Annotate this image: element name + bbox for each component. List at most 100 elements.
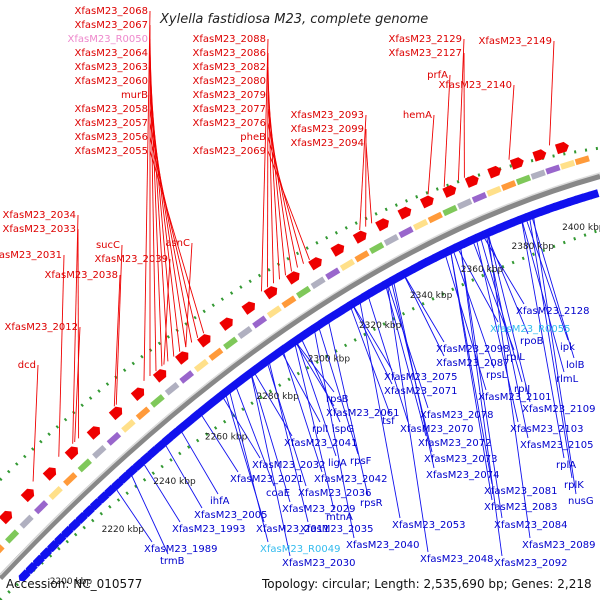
forward-gene-label[interactable]: hemA — [403, 110, 432, 121]
reverse-gene-label[interactable]: XfasM23_1989 — [144, 544, 218, 555]
reverse-gene-label[interactable]: XfasM23_2070 — [400, 424, 474, 435]
reverse-gene-label[interactable]: XfasM23_2036 — [298, 488, 372, 499]
forward-gene-label[interactable]: XfasM23_R0050 — [68, 34, 148, 45]
reverse-gene-label[interactable]: rpsF — [350, 456, 372, 467]
reverse-gene-label[interactable]: lolB — [566, 360, 585, 371]
forward-gene-label[interactable]: XfasM23_2129 — [388, 34, 462, 45]
forward-gene-label[interactable]: dcd — [18, 360, 36, 371]
forward-gene-label[interactable]: XfasM23_2031 — [0, 250, 62, 261]
reverse-gene-label[interactable]: XfasM23_2084 — [494, 520, 568, 531]
reverse-gene-label[interactable]: XfasM23_2032 — [252, 460, 326, 471]
forward-gene-label[interactable]: XfasM23_2039 — [94, 254, 168, 265]
forward-gene-label[interactable]: XfasM23_2082 — [192, 62, 266, 73]
reverse-gene-label[interactable]: XfasM23_2073 — [424, 454, 498, 465]
reverse-gene-label[interactable]: XfasM23_2083 — [484, 502, 558, 513]
reverse-gene-label[interactable]: XfasM23_2053 — [392, 520, 466, 531]
forward-gene-label[interactable]: XfasM23_2080 — [192, 76, 266, 87]
reverse-gene-label[interactable]: XfasM23_2041 — [284, 438, 358, 449]
reverse-gene-label[interactable]: XfasM23_2011 — [256, 524, 330, 535]
forward-gene-label[interactable]: XfasM23_2064 — [74, 48, 148, 59]
reverse-gene-label[interactable]: XfasM23_2109 — [522, 404, 596, 415]
forward-gene-label[interactable]: XfasM23_2063 — [74, 62, 148, 73]
forward-gene-label[interactable]: XfasM23_2149 — [478, 36, 552, 47]
reverse-gene-label[interactable]: mtnA — [326, 512, 353, 523]
reverse-gene-label[interactable]: XfasM23_2075 — [384, 372, 458, 383]
reverse-gene-label[interactable]: ipk — [560, 342, 575, 353]
forward-gene-label[interactable]: XfasM23_2060 — [74, 76, 148, 87]
reverse-gene-label[interactable]: rplJ — [514, 384, 530, 395]
forward-gene-label[interactable]: XfasM23_2088 — [192, 34, 266, 45]
reverse-gene-label[interactable]: XfasM23_2089 — [522, 540, 596, 551]
reverse-gene-label[interactable]: ispG — [332, 424, 354, 435]
forward-gene-label[interactable]: XfasM23_2038 — [44, 270, 118, 281]
reverse-gene-label[interactable]: XfasM23_2021 — [230, 474, 304, 485]
reverse-gene-label[interactable]: XfasM23_1993 — [172, 524, 246, 535]
reverse-gene-label[interactable]: XfasM23_2030 — [282, 558, 356, 569]
forward-gene-label[interactable]: prfA — [427, 70, 448, 81]
reverse-gene-label[interactable]: XfasM23_2072 — [418, 438, 492, 449]
forward-gene-arrow — [86, 426, 101, 440]
reverse-gene-label[interactable]: XfasM23_R0055 — [490, 324, 570, 335]
reverse-gene-label[interactable]: XfasM23_R0049 — [260, 544, 340, 555]
reverse-gene-label[interactable]: tsf — [382, 416, 395, 427]
reverse-gene-label[interactable]: XfasM23_2074 — [426, 470, 500, 481]
forward-gene-label[interactable]: XfasM23_2058 — [74, 104, 148, 115]
reverse-gene-label[interactable]: nusG — [568, 496, 594, 507]
reverse-gene-label[interactable]: ihfA — [210, 496, 230, 507]
reverse-gene-label[interactable]: rpsB — [326, 394, 349, 405]
forward-gene-label[interactable]: XfasM23_2033 — [2, 224, 76, 235]
reverse-gene-label[interactable]: rlmL — [556, 374, 579, 385]
reverse-gene-label[interactable]: rplK — [564, 480, 584, 491]
reverse-gene-label[interactable]: XfasM23_2098 — [436, 344, 510, 355]
reverse-gene-label[interactable]: XfasM23_2078 — [420, 410, 494, 421]
forward-gene-label[interactable]: pheB — [240, 132, 266, 143]
reverse-gene-label[interactable]: ligA — [328, 458, 347, 469]
reverse-gene-label[interactable]: XfasM23_2005 — [194, 510, 268, 521]
reverse-gene-label[interactable]: rpsR — [360, 498, 383, 509]
forward-gene-label[interactable]: XfasM23_2093 — [290, 110, 364, 121]
reverse-gene-label[interactable]: trmB — [160, 556, 185, 567]
forward-gene-label[interactable]: murB — [121, 90, 148, 101]
forward-gene-label[interactable]: XfasM23_2127 — [388, 48, 462, 59]
forward-gene-label[interactable]: XfasM23_2094 — [290, 138, 364, 149]
forward-gene-label[interactable]: XfasM23_2099 — [290, 124, 364, 135]
reverse-gene-label[interactable]: XfasM23_2105 — [520, 440, 594, 451]
reverse-gene-label[interactable]: coaE — [266, 488, 290, 499]
reverse-gene-label[interactable]: XfasM23_2087 — [436, 358, 510, 369]
forward-gene-label[interactable]: sucC — [96, 240, 120, 251]
forward-gene-label[interactable]: asnC — [165, 238, 190, 249]
forward-gene-label[interactable]: XfasM23_2067 — [74, 20, 148, 31]
reverse-gene-label[interactable]: rplL — [506, 352, 525, 363]
reverse-gene-label[interactable]: XfasM23_2040 — [346, 540, 420, 551]
reverse-leader-line — [178, 427, 219, 495]
forward-gene-label[interactable]: XfasM23_2069 — [192, 146, 266, 157]
reverse-gene-label[interactable]: XfasM23_2048 — [420, 554, 494, 565]
gene-feature-block — [19, 514, 34, 529]
reverse-gene-label[interactable]: rplI — [312, 424, 328, 435]
reverse-gene-label[interactable]: rplA — [556, 460, 576, 471]
reverse-gene-label[interactable]: XfasM23_2081 — [484, 486, 558, 497]
forward-gene-label[interactable]: XfasM23_2079 — [192, 90, 266, 101]
reverse-gene-label[interactable]: XfasM23_2128 — [516, 306, 590, 317]
forward-gene-label[interactable]: XfasM23_2055 — [74, 146, 148, 157]
forward-gene-label[interactable]: XfasM23_2077 — [192, 104, 266, 115]
reverse-gene-label[interactable]: XfasM23_2071 — [384, 386, 458, 397]
forward-gene-label[interactable]: XfasM23_2034 — [2, 210, 76, 221]
forward-gene-label[interactable]: XfasM23_2140 — [438, 80, 512, 91]
reverse-gene-label[interactable]: XfasM23_2101 — [478, 392, 552, 403]
forward-gene-label[interactable]: XfasM23_2068 — [74, 6, 148, 17]
gene-feature-block — [383, 234, 399, 246]
reverse-gene-label[interactable]: XfasM23_2061 — [326, 408, 400, 419]
reverse-gene-label[interactable]: XfasM23_2035 — [300, 524, 374, 535]
forward-gene-label[interactable]: XfasM23_2012 — [4, 322, 78, 333]
forward-gene-label[interactable]: XfasM23_2076 — [192, 118, 266, 129]
reverse-gene-label[interactable]: XfasM23_2029 — [282, 504, 356, 515]
reverse-gene-label[interactable]: XfasM23_2103 — [510, 424, 584, 435]
reverse-gene-label[interactable]: rpoB — [520, 336, 544, 347]
reverse-gene-label[interactable]: XfasM23_2042 — [314, 474, 388, 485]
forward-gene-label[interactable]: XfasM23_2086 — [192, 48, 266, 59]
forward-gene-label[interactable]: XfasM23_2057 — [74, 118, 148, 129]
reverse-gene-label[interactable]: XfasM23_2092 — [494, 558, 568, 569]
reverse-gene-label[interactable]: rpsL — [486, 370, 508, 381]
forward-gene-label[interactable]: XfasM23_2056 — [74, 132, 148, 143]
